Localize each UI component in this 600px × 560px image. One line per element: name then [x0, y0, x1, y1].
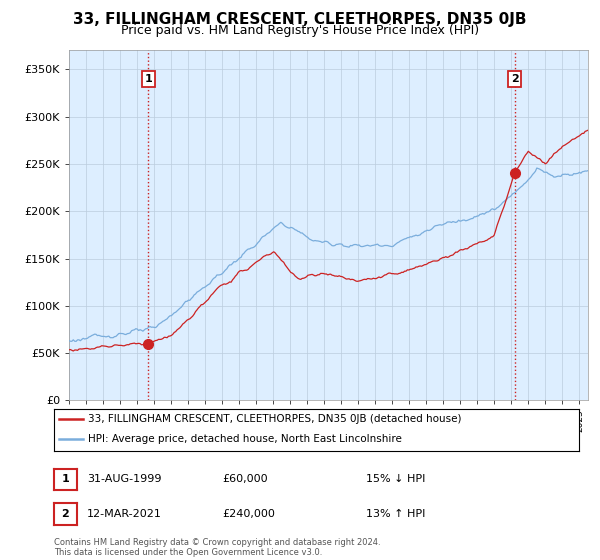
- Text: 13% ↑ HPI: 13% ↑ HPI: [366, 509, 425, 519]
- Text: 2: 2: [511, 74, 519, 84]
- Text: 33, FILLINGHAM CRESCENT, CLEETHORPES, DN35 0JB (detached house): 33, FILLINGHAM CRESCENT, CLEETHORPES, DN…: [88, 414, 461, 424]
- Text: 12-MAR-2021: 12-MAR-2021: [87, 509, 162, 519]
- Text: 1: 1: [62, 474, 69, 484]
- Text: £60,000: £60,000: [222, 474, 268, 484]
- Text: 2: 2: [62, 509, 69, 519]
- Text: 31-AUG-1999: 31-AUG-1999: [87, 474, 161, 484]
- Text: £240,000: £240,000: [222, 509, 275, 519]
- Text: 1: 1: [145, 74, 152, 84]
- Text: Contains HM Land Registry data © Crown copyright and database right 2024.
This d: Contains HM Land Registry data © Crown c…: [54, 538, 380, 557]
- Text: HPI: Average price, detached house, North East Lincolnshire: HPI: Average price, detached house, Nort…: [88, 434, 402, 444]
- Text: 15% ↓ HPI: 15% ↓ HPI: [366, 474, 425, 484]
- Text: Price paid vs. HM Land Registry's House Price Index (HPI): Price paid vs. HM Land Registry's House …: [121, 24, 479, 36]
- Text: 33, FILLINGHAM CRESCENT, CLEETHORPES, DN35 0JB: 33, FILLINGHAM CRESCENT, CLEETHORPES, DN…: [73, 12, 527, 27]
